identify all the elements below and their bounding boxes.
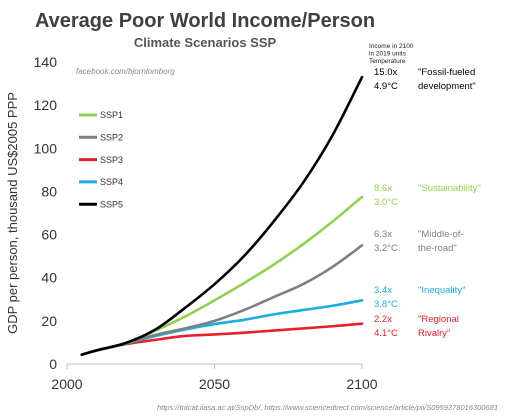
- x-tick-label: 2050: [199, 376, 230, 392]
- y-axis-label: GDP per person, thousand US$2005 PPP: [5, 92, 20, 334]
- annotation-temperature-ssp1: 3.0°C: [374, 197, 398, 208]
- legend-label-ssp4: SSP4: [100, 177, 123, 187]
- y-tick-label: 40: [41, 270, 57, 286]
- annotation-temperature-ssp3: 4.1°C: [374, 328, 398, 339]
- y-tick-label: 20: [41, 313, 57, 329]
- y-tick-label: 140: [34, 54, 58, 70]
- annotation-label-ssp5: development": [418, 81, 476, 92]
- annotation-temperature-ssp4: 3.8°C: [374, 299, 398, 310]
- annotation-temperature-ssp2: 3.2°C: [374, 243, 398, 254]
- series-lines: [80, 75, 364, 357]
- x-tick-label: 2100: [346, 376, 377, 392]
- source-text: https://tntcat.iiasa.ac.at/SspDb/, https…: [157, 403, 498, 412]
- y-tick-label: 100: [34, 140, 58, 156]
- legend-label-ssp2: SSP2: [100, 133, 123, 143]
- header-note-line: Temperature: [369, 58, 406, 65]
- annotation-label-ssp3: Rivalry": [418, 328, 450, 339]
- annotation-multiple-ssp3: 2.2x: [374, 314, 392, 325]
- series-line-ssp5: [80, 75, 364, 357]
- annotation-multiple-ssp4: 3.4x: [374, 285, 392, 296]
- annotation-label-ssp2: the-road": [418, 243, 457, 254]
- legend-label-ssp1: SSP1: [100, 110, 123, 120]
- annotation-multiple-ssp1: 8.6x: [374, 183, 392, 194]
- watermark: facebook.com/bjornlomborg: [76, 67, 175, 76]
- y-tick-label: 60: [41, 227, 57, 243]
- series-line-ssp3: [80, 322, 364, 357]
- chart-title: Average Poor World Income/Person: [35, 10, 375, 32]
- y-tick-label: 80: [41, 183, 57, 199]
- legend-label-ssp5: SSP5: [100, 199, 123, 209]
- x-tick-label: 2000: [51, 376, 82, 392]
- annotation-label-ssp2: "Middle-of-: [418, 229, 464, 240]
- x-axis: 2000 2050 2100: [51, 363, 378, 392]
- y-tick-label: 120: [34, 97, 58, 113]
- legend-label-ssp3: SSP3: [100, 155, 123, 165]
- legend: SSP1 SSP2 SSP3 SSP4 SSP5: [79, 110, 123, 209]
- y-tick-label: 0: [49, 356, 57, 372]
- annotation-label-ssp3: "Regional: [418, 314, 459, 325]
- annotation-label-ssp4: "Inequality": [418, 285, 465, 296]
- annotation-multiple-ssp5: 15.0x: [374, 67, 397, 78]
- header-note-line: Income in 2100: [369, 43, 414, 50]
- annotation-multiple-ssp2: 6.3x: [374, 229, 392, 240]
- annotation-label-ssp1: "Sustainability": [418, 183, 481, 194]
- annotation-label-ssp5: "Fossil-fueled: [418, 67, 475, 78]
- series-line-ssp2: [80, 244, 364, 357]
- chart-subtitle: Climate Scenarios SSP: [134, 35, 277, 50]
- annotation-temperature-ssp5: 4.9°C: [374, 81, 398, 92]
- y-axis: 0 20 40 60 80 100 120 140: [34, 54, 58, 372]
- annotations: 8.6x 3.0°C "Sustainability" 6.3x 3.2°C "Middl…: [374, 67, 481, 339]
- header-note-line: in 2019 units: [369, 51, 407, 58]
